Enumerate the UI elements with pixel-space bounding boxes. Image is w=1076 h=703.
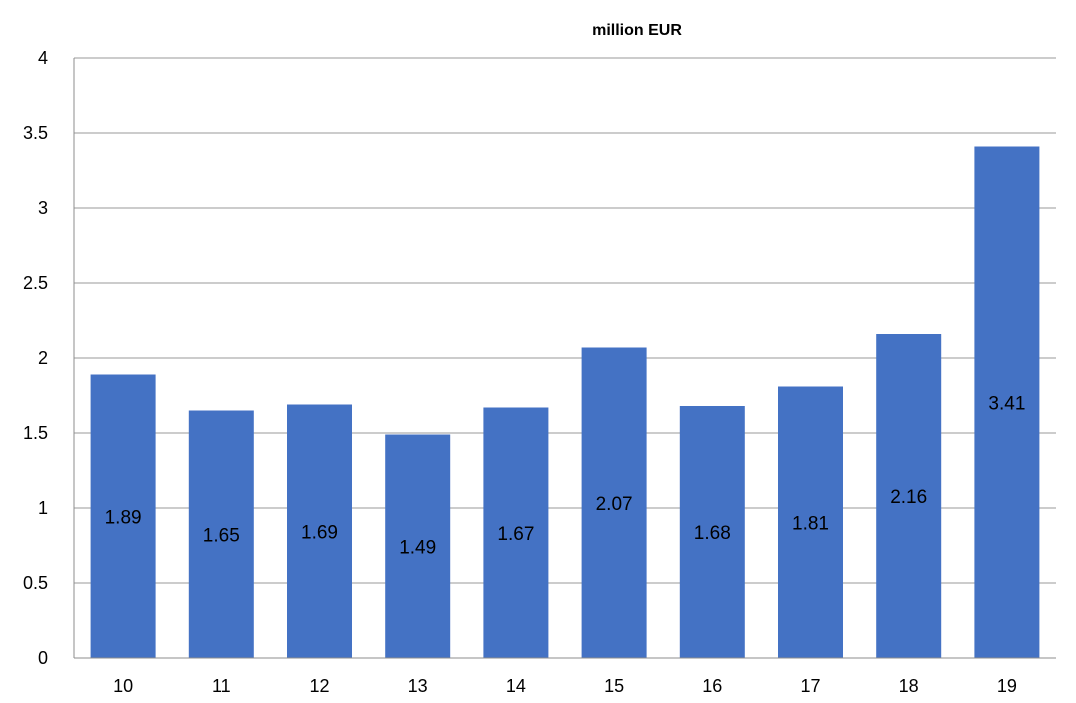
y-tick-label: 4 [38,48,48,68]
x-tick-label: 18 [899,676,919,696]
x-tick-label: 17 [800,676,820,696]
bar-data-label: 1.81 [792,513,829,534]
chart-title: million EUR [592,22,682,39]
bars [90,146,1040,658]
bar-data-label: 1.65 [203,525,240,546]
bar-data-label: 1.89 [105,507,142,528]
bar-data-label: 2.16 [890,487,927,508]
bar [90,374,156,658]
y-tick-label: 2 [38,348,48,368]
x-tick-label: 10 [113,676,133,696]
bar [876,334,942,658]
x-tick-label: 11 [212,676,231,696]
bar [581,347,647,658]
bar [385,434,451,658]
bar [778,386,843,658]
y-tick-label: 1 [38,498,48,518]
bar-data-label: 1.67 [497,524,534,545]
bar-data-label: 2.07 [596,494,633,515]
bar-data-label: 1.69 [301,522,338,543]
bar-data-label: 3.41 [988,393,1025,414]
x-tick-label: 15 [604,676,624,696]
x-tick-label: 14 [506,676,526,696]
bar-data-label: 1.68 [694,523,731,544]
bar [679,406,745,658]
y-axis-tick-labels: 0 0.5 1 1.5 2 2.5 3 3.5 4 [23,48,48,668]
x-tick-label: 16 [702,676,722,696]
y-tick-label: 3.5 [23,123,48,143]
x-tick-label: 12 [309,676,329,696]
bar-data-label: 1.49 [399,537,436,558]
x-axis-tick-labels: 10 11 12 13 14 15 16 17 18 19 [113,676,1017,696]
bar [188,410,254,658]
data-labels: 1.89 1.65 1.69 1.49 1.67 2.07 1.68 1.81 2.16 3.41 [105,393,1026,558]
x-tick-label: 19 [997,676,1017,696]
x-tick-label: 13 [408,676,428,696]
y-tick-label: 2.5 [23,273,48,293]
bar [287,404,352,658]
y-tick-label: 1.5 [23,423,48,443]
y-tick-label: 0 [38,648,48,668]
bar [974,146,1040,658]
y-tick-label: 3 [38,198,48,218]
y-tick-label: 0.5 [23,573,48,593]
bar [483,407,549,658]
